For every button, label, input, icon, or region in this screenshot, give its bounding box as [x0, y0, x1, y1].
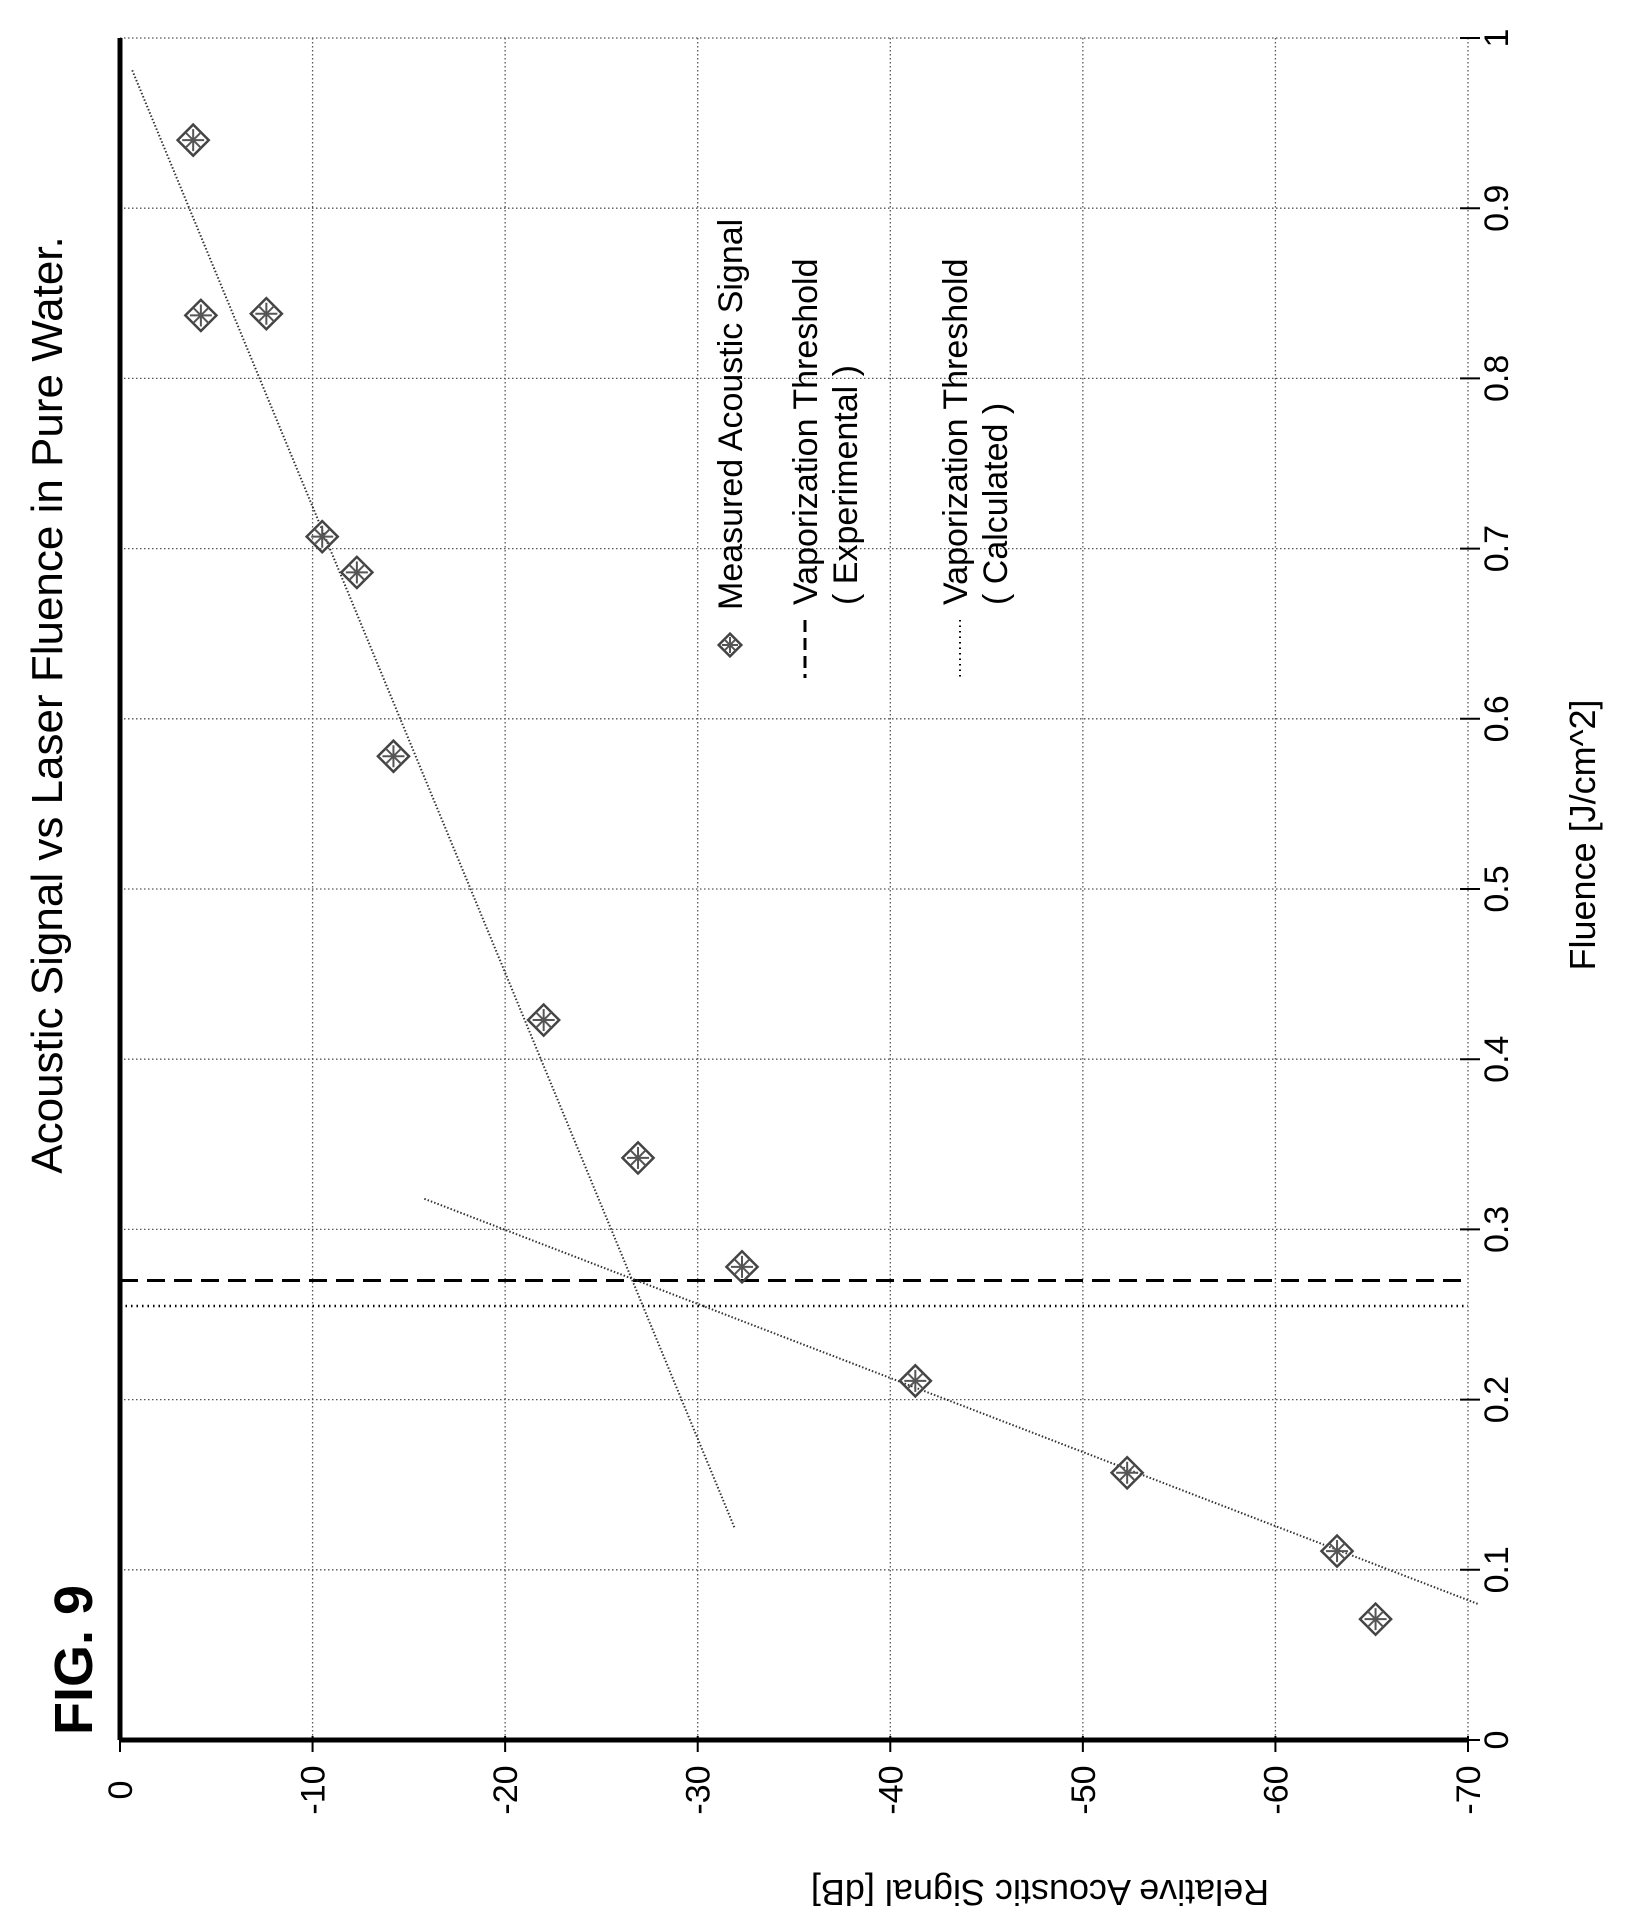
legend-marker-measured	[716, 631, 744, 659]
data-point	[376, 738, 411, 774]
data-point	[897, 1363, 933, 1399]
x-tick-label: 0.5	[1478, 865, 1516, 912]
x-tick-label: 0.1	[1478, 1546, 1516, 1593]
fit-line	[130, 68, 736, 1528]
legend-label-calculated: Vaporization Threshold	[937, 258, 975, 605]
y-tick-label: -50	[1065, 1765, 1103, 1814]
chart-title: Acoustic Signal vs Laser Fluence in Pure…	[23, 236, 72, 1173]
data-point	[1109, 1455, 1145, 1491]
legend-label-measured: Measured Acoustic Signal	[712, 219, 750, 610]
data-point	[175, 122, 211, 158]
y-tick-label: -60	[1257, 1765, 1295, 1814]
x-tick-label: 0.7	[1478, 525, 1516, 572]
data-point	[249, 296, 284, 332]
data-point	[183, 298, 219, 333]
y-tick-label: -10	[295, 1765, 333, 1814]
x-axis-label: Fluence [J/cm^2]	[1562, 700, 1603, 971]
plot-layer: 0 0.1 0.2 0.3 0.4 0.5 0.6 0.7 0.8 0.9 1 0 -10 -20 -30 -…	[102, 29, 1516, 1815]
data-point	[1319, 1533, 1355, 1569]
y-tick-label: -30	[680, 1765, 718, 1814]
x-tick-label: 0.3	[1478, 1206, 1516, 1253]
legend-sublabel-calculated: ( Calculated )	[977, 403, 1015, 605]
fit-line	[423, 1197, 1478, 1605]
x-tick-label: 0	[1478, 1731, 1516, 1750]
x-tick-label: 0.9	[1478, 185, 1516, 232]
y-tick-label: -40	[872, 1765, 910, 1814]
data-point	[304, 519, 340, 555]
text-layer: FIG. 9 Acoustic Signal vs Laser Fluence …	[23, 236, 1603, 1913]
x-tick-label: 0.8	[1478, 355, 1516, 402]
x-tick-label: 1	[1478, 29, 1516, 48]
x-tick-label: 0.2	[1478, 1376, 1516, 1423]
x-tick-label: 0.4	[1478, 1036, 1516, 1083]
data-point	[724, 1249, 760, 1285]
y-tick-label: -20	[487, 1765, 525, 1814]
data-point	[526, 1002, 561, 1038]
legend-sublabel-experimental: ( Experimental )	[827, 365, 865, 605]
y-axis-label: Relative Acoustic Signal [dB]	[811, 1872, 1269, 1913]
data-point	[1358, 1601, 1393, 1637]
data-point	[339, 555, 375, 590]
y-tick-label: -70	[1450, 1765, 1488, 1814]
data-point	[620, 1140, 656, 1176]
y-tick-label: 0	[102, 1781, 140, 1800]
legend-label-experimental: Vaporization Threshold	[787, 258, 825, 605]
figure-label: FIG. 9	[44, 1585, 104, 1735]
x-tick-label: 0.6	[1478, 695, 1516, 742]
